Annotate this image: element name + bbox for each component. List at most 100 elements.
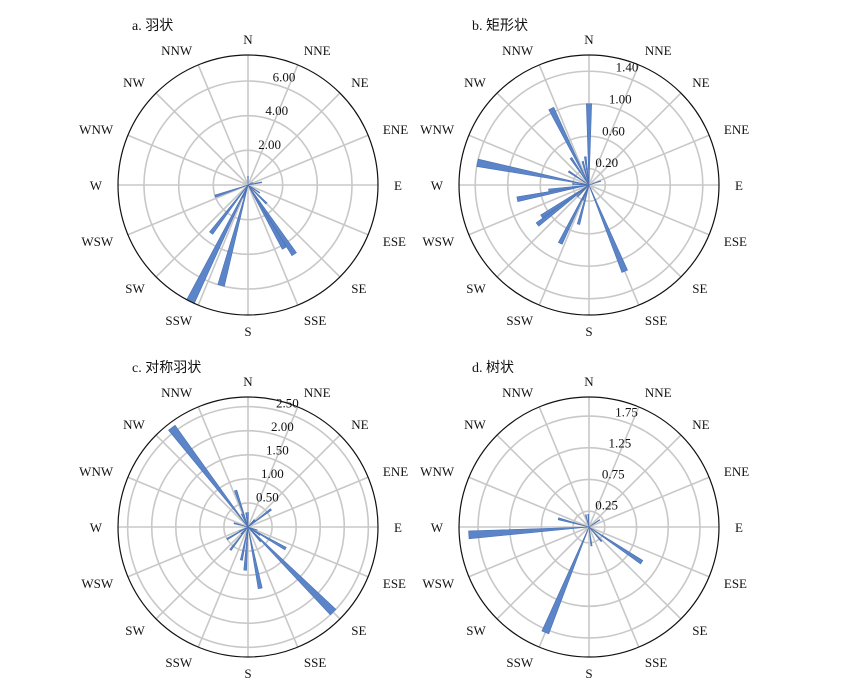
direction-label: S	[244, 666, 251, 679]
grid-spoke	[468, 134, 590, 186]
outer-ring	[458, 396, 720, 658]
grid-spoke	[538, 64, 590, 186]
direction-label: NNW	[502, 43, 534, 58]
direction-label: SW	[125, 623, 145, 638]
rose-petal	[247, 526, 258, 531]
panel-c: c. 对称羽状 0.50 1.00 1.50 2.00 2.50 N NNE NE ENE E ES…	[79, 360, 408, 679]
direction-label: WNW	[79, 464, 114, 479]
grid-spoke	[247, 526, 299, 648]
direction-label: NNW	[161, 385, 193, 400]
grid-spoke	[588, 184, 710, 236]
direction-label: ENE	[383, 122, 408, 137]
rose-petal	[541, 526, 590, 635]
rose-petal	[548, 184, 590, 192]
direction-label: S	[585, 666, 592, 679]
grid-spoke	[538, 184, 590, 306]
rose-petal	[234, 489, 249, 528]
rose-petal	[247, 176, 249, 186]
panel-d: d. 树状 0.25 0.75 1.25 1.75 N NNE NE ENE E ESE SE SSE…	[420, 360, 749, 679]
direction-label: NE	[351, 75, 368, 90]
rose-petal	[588, 184, 628, 273]
direction-label: E	[735, 178, 743, 193]
direction-label: SW	[466, 281, 486, 296]
direction-label: SSE	[304, 655, 326, 670]
direction-label: E	[394, 520, 402, 535]
direction-label: N	[584, 374, 594, 389]
direction-label: SSE	[645, 313, 667, 328]
rose-petal	[247, 508, 272, 528]
direction-label: SSW	[506, 655, 533, 670]
direction-label: W	[90, 178, 103, 193]
panel-c-title: c. 对称羽状	[132, 360, 201, 376]
rose-petal	[214, 184, 249, 198]
rose-petal	[548, 106, 590, 186]
grid-spoke	[588, 92, 682, 186]
direction-label: WNW	[79, 122, 114, 137]
radial-tick-label: 0.75	[602, 466, 625, 481]
direction-label: W	[431, 520, 444, 535]
grid-spoke	[496, 92, 590, 186]
grid-spoke	[588, 434, 682, 528]
grid-spoke	[496, 526, 590, 620]
direction-label: NE	[351, 417, 368, 432]
direction-label: NW	[123, 75, 145, 90]
grid-spoke	[197, 184, 249, 306]
rose-petal	[576, 184, 590, 225]
rose-petal	[588, 526, 644, 565]
rose-petal	[576, 184, 590, 198]
rose-petal	[516, 184, 590, 202]
grid-spoke	[588, 406, 640, 528]
outer-ring	[117, 396, 379, 658]
grid-spoke	[155, 92, 249, 186]
direction-label: N	[243, 374, 253, 389]
rose-petal	[209, 184, 249, 235]
rose-petal	[586, 103, 592, 186]
panel-a: a. 羽状 2.00 4.00 6.00 N NNE NE ENE E ESE SE SSE S SSW…	[79, 18, 408, 339]
grid-spoke	[588, 476, 710, 528]
direction-label: N	[584, 32, 594, 47]
grid-spoke	[247, 406, 299, 528]
direction-label: SSW	[165, 313, 192, 328]
grid-spoke	[197, 406, 249, 528]
radial-tick-label: 1.00	[609, 92, 632, 107]
grid-spoke	[127, 134, 249, 186]
direction-label: NW	[464, 417, 486, 432]
rose-petal	[247, 526, 337, 616]
radial-tick-label: 4.00	[265, 103, 288, 118]
grid-spoke	[588, 526, 710, 578]
rose-petal	[557, 184, 590, 245]
radial-tick-label: 1.00	[261, 466, 284, 481]
direction-label: WSW	[81, 576, 114, 591]
radial-tick-label: 2.00	[258, 137, 281, 152]
rose-petal	[243, 526, 249, 571]
direction-label: SE	[692, 281, 707, 296]
grid-spoke	[247, 92, 341, 186]
grid-spoke	[247, 64, 299, 186]
grid-spoke	[155, 526, 249, 620]
rose-petal	[247, 512, 249, 528]
rose-petal	[168, 424, 249, 528]
grid-spoke	[588, 64, 640, 186]
rose-petal	[584, 156, 590, 186]
radial-tick-label: 1.75	[615, 404, 638, 419]
direction-label: SE	[351, 623, 366, 638]
rose-petal	[476, 158, 590, 186]
direction-label: ESE	[383, 576, 406, 591]
rose-petal	[588, 180, 602, 186]
outer-ring	[117, 54, 379, 316]
rose-petal	[535, 184, 590, 227]
direction-label: SSW	[506, 313, 533, 328]
direction-label: SSW	[165, 655, 192, 670]
direction-label: NE	[692, 417, 709, 432]
rose-petal	[540, 184, 590, 219]
direction-label: SSE	[645, 655, 667, 670]
radial-tick-label: 1.50	[266, 442, 289, 457]
radial-tick-label: 1.40	[616, 60, 639, 75]
rose-petal	[247, 181, 263, 186]
radial-tick-label: 0.50	[256, 489, 279, 504]
direction-label: WSW	[81, 234, 114, 249]
grid-spoke	[197, 526, 249, 648]
grid-spoke	[247, 434, 341, 528]
grid-spoke	[127, 526, 249, 578]
direction-label: NNE	[304, 385, 331, 400]
